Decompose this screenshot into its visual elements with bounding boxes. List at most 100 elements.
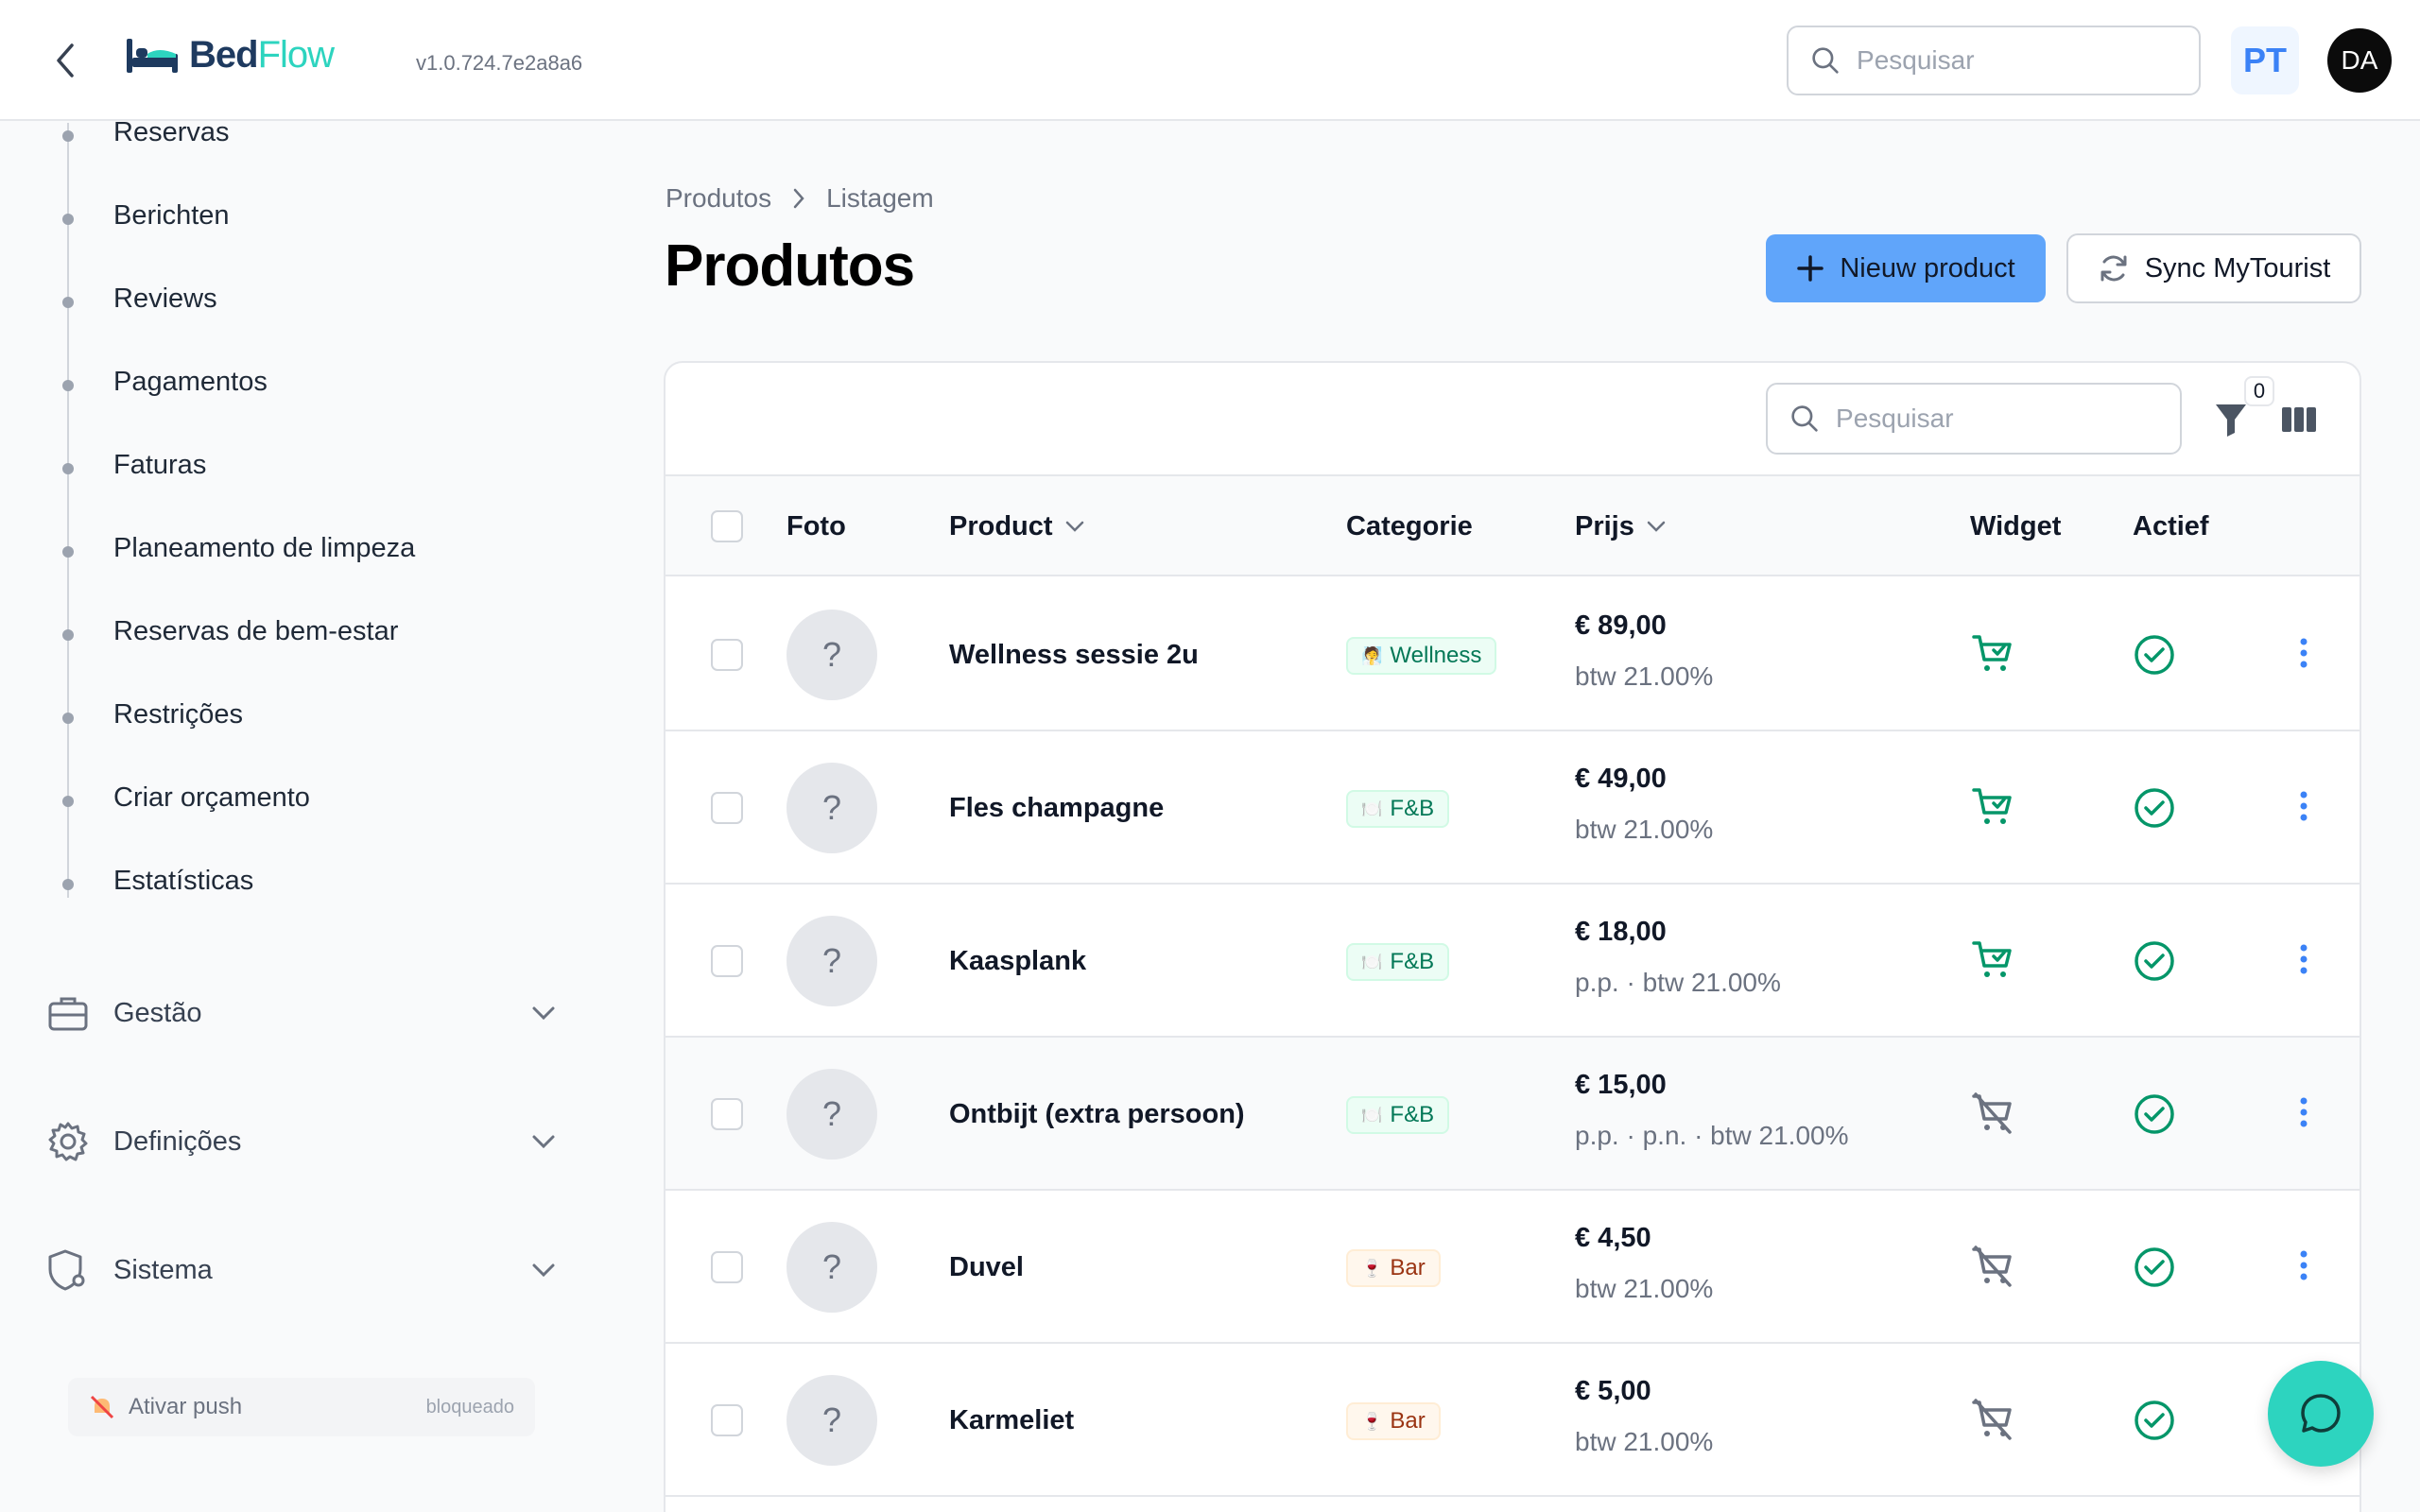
- row-actions-menu-button[interactable]: [2282, 939, 2325, 983]
- cart-check-icon[interactable]: [1970, 937, 2015, 983]
- sidebar-item-bem-estar[interactable]: Reservas de bem-estar: [113, 616, 399, 646]
- category-icon: 🍽️: [1361, 1105, 1383, 1125]
- product-name[interactable]: Karmeliet: [949, 1404, 1075, 1435]
- user-avatar[interactable]: DA: [2327, 28, 2392, 93]
- check-circle-icon[interactable]: [2133, 786, 2176, 830]
- plus-icon: [1797, 255, 1824, 282]
- more-vertical-icon: [2299, 1096, 2308, 1133]
- check-circle-icon[interactable]: [2133, 1246, 2176, 1289]
- sidebar-item-reviews[interactable]: Reviews: [113, 284, 217, 314]
- header-search[interactable]: [1787, 26, 2201, 95]
- product-name[interactable]: Fles champagne: [949, 792, 1165, 823]
- new-product-button[interactable]: Nieuw product: [1766, 234, 2046, 302]
- filter-count-badge: 0: [2244, 376, 2274, 406]
- products-table-card: 0 Foto Product Categorie Prijs Widget Ac…: [664, 361, 2361, 1512]
- table-search[interactable]: [1766, 383, 2182, 455]
- category-badge: 🍽️ F&B: [1346, 1096, 1450, 1134]
- top-bar: BedFlow v1.0.724.7e2a8a6 PT DA: [0, 0, 2420, 121]
- row-checkbox[interactable]: [711, 1251, 743, 1283]
- table-row[interactable]: ? Karmeliet 🍷 Bar € 5,00 btw 21.00%: [666, 1344, 2360, 1497]
- row-checkbox[interactable]: [711, 1098, 743, 1130]
- table-search-input[interactable]: [1836, 404, 2180, 434]
- sidebar-item-estatisticas[interactable]: Estatísticas: [113, 866, 254, 896]
- more-vertical-icon: [2299, 790, 2308, 827]
- table-row[interactable]: ? Kaasplank 🍽️ F&B € 18,00 p.p. · btw 21.00%: [666, 885, 2360, 1038]
- product-price-details: btw 21.00%: [1575, 1427, 1714, 1456]
- cart-off-icon[interactable]: [1970, 1244, 2015, 1289]
- push-toggle[interactable]: Ativar push bloqueado: [68, 1378, 535, 1436]
- sidebar-item-limpeza[interactable]: Planeamento de limpeza: [113, 533, 416, 563]
- nav-dot: [62, 546, 74, 558]
- sidebar-item-pagamentos[interactable]: Pagamentos: [113, 367, 268, 397]
- cart-off-icon[interactable]: [1970, 1091, 2015, 1136]
- sidebar-item-berichten[interactable]: Berichten: [113, 200, 230, 231]
- logo[interactable]: BedFlow: [125, 34, 335, 77]
- back-button[interactable]: [47, 42, 85, 79]
- select-all-checkbox[interactable]: [711, 510, 743, 542]
- table-row[interactable]: ? Wellness sessie 2u 🧖 Wellness € 89,00 btw 2…: [666, 578, 2360, 731]
- nav-dot: [62, 214, 74, 225]
- product-name[interactable]: Wellness sessie 2u: [949, 639, 1199, 670]
- check-circle-icon[interactable]: [2133, 939, 2176, 983]
- product-price: € 89,00: [1575, 610, 1667, 641]
- product-name[interactable]: Kaasplank: [949, 945, 1087, 976]
- filter-button[interactable]: [2208, 397, 2254, 442]
- row-checkbox[interactable]: [711, 792, 743, 824]
- table-row[interactable]: ? Duvel 🍷 Bar € 4,50 btw 21.00%: [666, 1191, 2360, 1344]
- cart-off-icon[interactable]: [1970, 1397, 2015, 1442]
- row-checkbox[interactable]: [711, 1404, 743, 1436]
- category-label: F&B: [1390, 796, 1435, 821]
- product-photo-placeholder: ?: [786, 1069, 877, 1160]
- product-photo-placeholder: ?: [786, 1375, 877, 1466]
- table-row[interactable]: ? Ontbijt (extra persoon) 🍽️ F&B € 15,00 p.p.…: [666, 1038, 2360, 1191]
- product-price: € 4,50: [1575, 1223, 1651, 1253]
- bell-off-icon: [90, 1395, 114, 1419]
- version-label: v1.0.724.7e2a8a6: [416, 51, 583, 75]
- column-header-price[interactable]: Prijs: [1575, 476, 1667, 576]
- chevron-down-icon: [532, 1006, 555, 1021]
- product-price-details: p.p. · p.n. · btw 21.00%: [1575, 1121, 1849, 1150]
- row-checkbox[interactable]: [711, 945, 743, 977]
- row-actions-menu-button[interactable]: [2282, 786, 2325, 830]
- product-price: € 15,00: [1575, 1070, 1667, 1100]
- table-row[interactable]: ? Fles champagne 🍽️ F&B € 49,00 btw 21.00%: [666, 731, 2360, 885]
- sidebar-item-reservas[interactable]: Reservas: [113, 117, 230, 147]
- sidebar-item-restricoes[interactable]: Restrições: [113, 699, 243, 730]
- check-circle-icon[interactable]: [2133, 633, 2176, 677]
- chat-button[interactable]: [2268, 1361, 2374, 1467]
- category-icon: 🧖: [1361, 645, 1383, 665]
- row-checkbox[interactable]: [711, 639, 743, 671]
- chevron-right-icon: [793, 188, 804, 209]
- sidebar-group-definicoes[interactable]: Definições: [45, 1113, 556, 1170]
- page-title: Produtos: [665, 233, 915, 299]
- row-actions-menu-button[interactable]: [2282, 633, 2325, 677]
- product-name[interactable]: Duvel: [949, 1251, 1024, 1282]
- columns-button[interactable]: [2276, 397, 2322, 442]
- chevron-down-icon: [1065, 521, 1083, 532]
- breadcrumb-produtos[interactable]: Produtos: [666, 183, 772, 213]
- column-label: Product: [949, 510, 1053, 541]
- sidebar-item-orcamento[interactable]: Criar orçamento: [113, 782, 310, 813]
- column-header-active: Actief: [2133, 476, 2209, 576]
- row-actions-menu-button[interactable]: [2282, 1092, 2325, 1136]
- sidebar-group-gestao[interactable]: Gestão: [45, 985, 556, 1041]
- search-icon: [1791, 405, 1818, 432]
- column-label: Widget: [1970, 510, 2062, 541]
- category-label: Bar: [1390, 1255, 1426, 1280]
- sidebar-group-sistema[interactable]: Sistema: [45, 1242, 556, 1298]
- language-switcher[interactable]: PT: [2231, 26, 2299, 94]
- cart-check-icon[interactable]: [1970, 784, 2015, 830]
- row-actions-menu-button[interactable]: [2282, 1246, 2325, 1289]
- nav-dot: [62, 463, 74, 474]
- category-label: F&B: [1390, 949, 1435, 974]
- sidebar-item-faturas[interactable]: Faturas: [113, 450, 207, 480]
- product-name[interactable]: Ontbijt (extra persoon): [949, 1098, 1245, 1129]
- product-price-details: p.p. · btw 21.00%: [1575, 968, 1781, 997]
- header-search-input[interactable]: [1857, 45, 2199, 76]
- sync-mytourist-button[interactable]: Sync MyTourist: [2066, 233, 2361, 303]
- new-product-label: Nieuw product: [1840, 252, 2015, 284]
- check-circle-icon[interactable]: [2133, 1092, 2176, 1136]
- cart-check-icon[interactable]: [1970, 631, 2015, 677]
- check-circle-icon[interactable]: [2133, 1399, 2176, 1442]
- column-header-product[interactable]: Product: [949, 476, 1085, 576]
